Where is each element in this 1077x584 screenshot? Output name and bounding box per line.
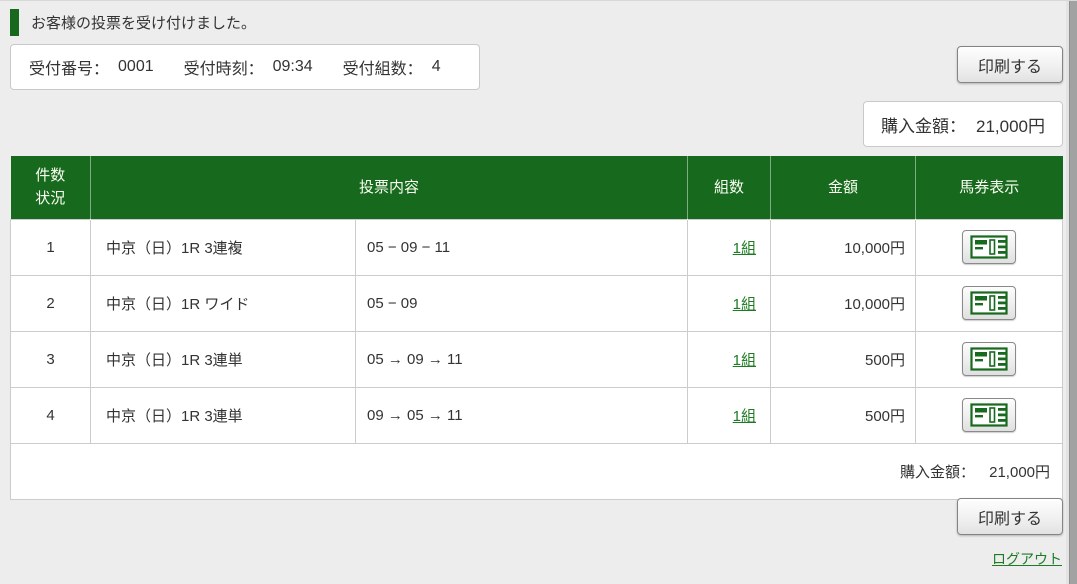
confirmation-message: お客様の投票を受け付けました。 bbox=[10, 9, 256, 36]
row-amount: 10,000円 bbox=[770, 218, 917, 276]
receipt-sets: 受付組数： 4 bbox=[343, 55, 441, 79]
row-horse-numbers: 05 − 09 − 11 bbox=[354, 218, 689, 276]
print-button-bottom[interactable]: 印刷する bbox=[957, 498, 1063, 535]
ticket-icon bbox=[970, 403, 1008, 427]
row-number: 3 bbox=[10, 330, 91, 388]
table-footer-row: 購入金額： 21,000円 bbox=[9, 442, 1064, 500]
receipt-info-box: 受付番号： 0001 受付時刻： 09:34 受付組数： 4 bbox=[10, 44, 480, 90]
row-horse-numbers: 09 → 05 → 11 bbox=[354, 386, 689, 444]
ticket-icon bbox=[970, 291, 1008, 315]
receipt-number: 受付番号： 0001 bbox=[29, 55, 154, 79]
logout-row: ログアウト bbox=[10, 549, 1062, 569]
row-number: 1 bbox=[10, 218, 91, 276]
row-race: 中京（日）1R 3連複 bbox=[90, 218, 356, 276]
confirmation-message-text: お客様の投票を受け付けました。 bbox=[31, 15, 257, 32]
row-race: 中京（日）1R 3連単 bbox=[90, 330, 356, 388]
table-row: 4 中京（日）1R 3連単 09 → 05 → 11 1組 500円 bbox=[10, 386, 1064, 444]
purchase-total-box: 購入金額： 21,000円 bbox=[863, 101, 1063, 147]
row-horse-numbers: 05 − 09 bbox=[354, 274, 689, 332]
ticket-display-button[interactable] bbox=[962, 398, 1017, 432]
ticket-icon bbox=[970, 235, 1008, 259]
receipt-time-value: 09:34 bbox=[272, 58, 313, 75]
receipt-time: 受付時刻： 09:34 bbox=[184, 55, 313, 79]
row-horse-numbers: 05 → 09 → 11 bbox=[354, 330, 689, 388]
table-row: 3 中京（日）1R 3連単 05 → 09 → 11 1組 500円 bbox=[10, 330, 1064, 388]
table-footer-total-label: 購入金額： bbox=[899, 463, 975, 481]
ticket-icon bbox=[970, 347, 1008, 371]
row-number: 2 bbox=[10, 274, 91, 332]
purchase-total-value: 21,000円 bbox=[976, 116, 1045, 136]
bets-table: 件数 状況 投票内容 組数 金額 馬券表示 1 中京（日）1R 3連複 05 −… bbox=[9, 156, 1064, 500]
header-ticket-display: 馬券表示 bbox=[915, 156, 1063, 219]
header-sets: 組数 bbox=[687, 156, 771, 219]
receipt-sets-label: 受付組数： bbox=[342, 61, 423, 78]
table-footer-total-value: 21,000円 bbox=[989, 463, 1051, 481]
header-status: 状況 bbox=[35, 190, 66, 208]
ticket-display-button[interactable] bbox=[962, 230, 1017, 264]
table-row: 1 中京（日）1R 3連複 05 − 09 − 11 1組 10,000円 bbox=[10, 218, 1064, 276]
ticket-display-button[interactable] bbox=[962, 286, 1017, 320]
sets-link[interactable]: 1組 bbox=[732, 351, 757, 369]
green-accent-bar bbox=[10, 9, 19, 36]
row-amount: 10,000円 bbox=[770, 274, 917, 332]
row-race: 中京（日）1R ワイド bbox=[90, 274, 356, 332]
table-footer-total: 購入金額： 21,000円 bbox=[9, 442, 1064, 500]
sets-link[interactable]: 1組 bbox=[732, 295, 757, 313]
sets-link[interactable]: 1組 bbox=[732, 239, 757, 257]
sets-link[interactable]: 1組 bbox=[732, 407, 757, 425]
purchase-total-label: 購入金額： bbox=[881, 116, 966, 136]
logout-link[interactable]: ログアウト bbox=[992, 551, 1062, 567]
receipt-sets-value: 4 bbox=[431, 58, 441, 75]
print-button-top[interactable]: 印刷する bbox=[957, 46, 1063, 83]
receipt-number-label: 受付番号： bbox=[29, 61, 110, 78]
ticket-display-button[interactable] bbox=[962, 342, 1017, 376]
table-row: 2 中京（日）1R ワイド 05 − 09 1組 10,000円 bbox=[10, 274, 1064, 332]
row-race: 中京（日）1R 3連単 bbox=[90, 386, 356, 444]
row-amount: 500円 bbox=[770, 330, 917, 388]
row-number: 4 bbox=[10, 386, 91, 444]
header-count: 件数 bbox=[35, 167, 66, 184]
header-bet-content: 投票内容 bbox=[89, 156, 688, 219]
receipt-number-value: 0001 bbox=[118, 58, 154, 75]
window-scrollbar[interactable] bbox=[1069, 1, 1077, 584]
header-amount: 金額 bbox=[770, 156, 916, 219]
header-count-status: 件数 状況 bbox=[10, 156, 91, 219]
table-header-row: 件数 状況 投票内容 組数 金額 馬券表示 bbox=[10, 156, 1063, 219]
row-amount: 500円 bbox=[770, 386, 917, 444]
receipt-time-label: 受付時刻： bbox=[183, 61, 264, 78]
